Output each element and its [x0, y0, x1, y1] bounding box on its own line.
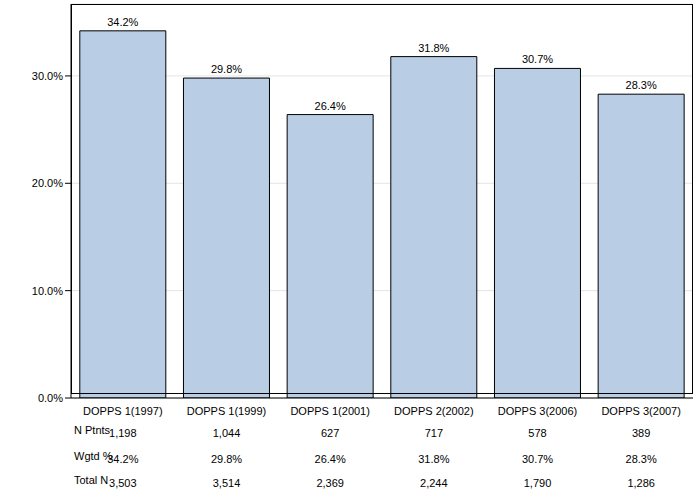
svg-text:3,514: 3,514 [213, 477, 241, 489]
svg-text:389: 389 [632, 427, 650, 439]
svg-text:20.0%: 20.0% [32, 177, 63, 189]
svg-text:DOPPS 2(2002): DOPPS 2(2002) [394, 405, 473, 417]
svg-text:29.8%: 29.8% [211, 63, 242, 75]
svg-text:627: 627 [321, 427, 339, 439]
svg-text:DOPPS 1(2001): DOPPS 1(2001) [290, 405, 369, 417]
svg-text:31.8%: 31.8% [418, 42, 449, 54]
svg-text:3,503: 3,503 [109, 477, 137, 489]
svg-text:1,790: 1,790 [524, 477, 552, 489]
html-text:Wgtd %: Wgtd % [74, 450, 113, 462]
svg-text:26.4%: 26.4% [315, 453, 346, 465]
svg-text:2,369: 2,369 [316, 477, 344, 489]
svg-text:DOPPS 3(2007): DOPPS 3(2007) [601, 405, 680, 417]
svg-text:30.7%: 30.7% [522, 53, 553, 65]
svg-text:2,244: 2,244 [420, 477, 448, 489]
svg-text:0.0%: 0.0% [38, 392, 63, 404]
svg-text:10.0%: 10.0% [32, 285, 63, 297]
svg-text:DOPPS 3(2006): DOPPS 3(2006) [498, 405, 577, 417]
svg-text:28.3%: 28.3% [626, 453, 657, 465]
svg-text:28.3%: 28.3% [626, 79, 657, 91]
svg-text:1,044: 1,044 [213, 427, 241, 439]
svg-text:717: 717 [425, 427, 443, 439]
html-text:Total N: Total N [74, 474, 109, 486]
svg-text:30.7%: 30.7% [522, 453, 553, 465]
svg-text:26.4%: 26.4% [315, 100, 346, 112]
svg-text:1,198: 1,198 [109, 427, 137, 439]
svg-text:31.8%: 31.8% [418, 453, 449, 465]
html-text:N Ptnts: N Ptnts [74, 424, 111, 436]
svg-text:578: 578 [528, 427, 546, 439]
svg-text:30.0%: 30.0% [32, 70, 63, 82]
svg-text:34.2%: 34.2% [107, 16, 138, 28]
svg-text:34.2%: 34.2% [107, 452, 139, 465]
svg-text:1,286: 1,286 [627, 477, 655, 489]
svg-text:DOPPS 1(1999): DOPPS 1(1999) [187, 405, 266, 417]
svg-text:29.8%: 29.8% [211, 453, 242, 465]
svg-text:DOPPS 1(1997): DOPPS 1(1997) [83, 405, 162, 417]
